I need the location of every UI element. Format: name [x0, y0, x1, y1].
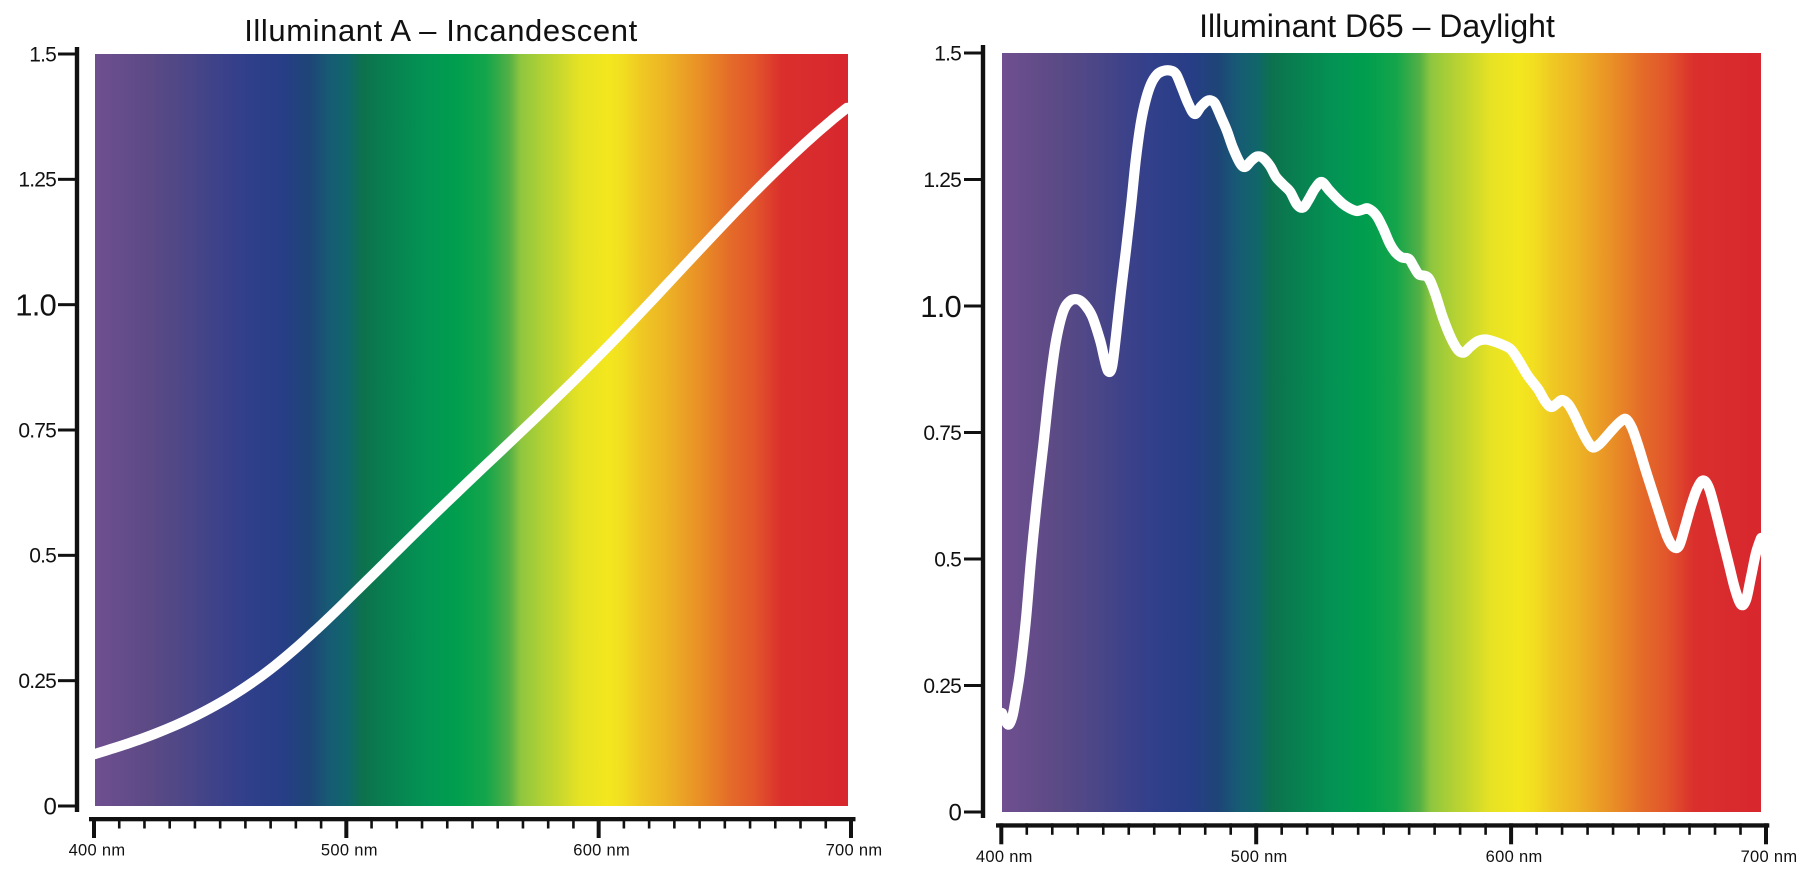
svg-text:0.25: 0.25 [923, 675, 961, 698]
svg-text:700 nm: 700 nm [826, 842, 883, 860]
svg-text:700 nm: 700 nm [1741, 848, 1798, 866]
svg-text:0.75: 0.75 [923, 422, 961, 445]
svg-text:1.0: 1.0 [920, 289, 961, 324]
svg-text:600 nm: 600 nm [1486, 848, 1543, 866]
svg-text:0.5: 0.5 [934, 548, 961, 571]
svg-text:0.25: 0.25 [18, 670, 56, 693]
svg-text:1.5: 1.5 [29, 43, 56, 66]
svg-text:0: 0 [948, 799, 961, 826]
svg-text:400 nm: 400 nm [69, 842, 126, 860]
svg-text:Illuminant D65 – Daylight: Illuminant D65 – Daylight [1199, 8, 1555, 44]
svg-text:1.0: 1.0 [15, 288, 56, 323]
svg-text:0.5: 0.5 [29, 545, 56, 568]
svg-text:Illuminant A – Incandescent: Illuminant A – Incandescent [244, 13, 638, 48]
svg-text:400 nm: 400 nm [976, 848, 1033, 866]
svg-text:1.25: 1.25 [923, 169, 961, 192]
svg-text:1.5: 1.5 [934, 42, 961, 65]
svg-text:500 nm: 500 nm [1231, 848, 1288, 866]
svg-text:0: 0 [43, 793, 56, 820]
svg-text:600 nm: 600 nm [573, 842, 630, 860]
svg-text:0.75: 0.75 [18, 419, 56, 442]
svg-text:500 nm: 500 nm [321, 842, 378, 860]
svg-text:1.25: 1.25 [18, 169, 56, 192]
